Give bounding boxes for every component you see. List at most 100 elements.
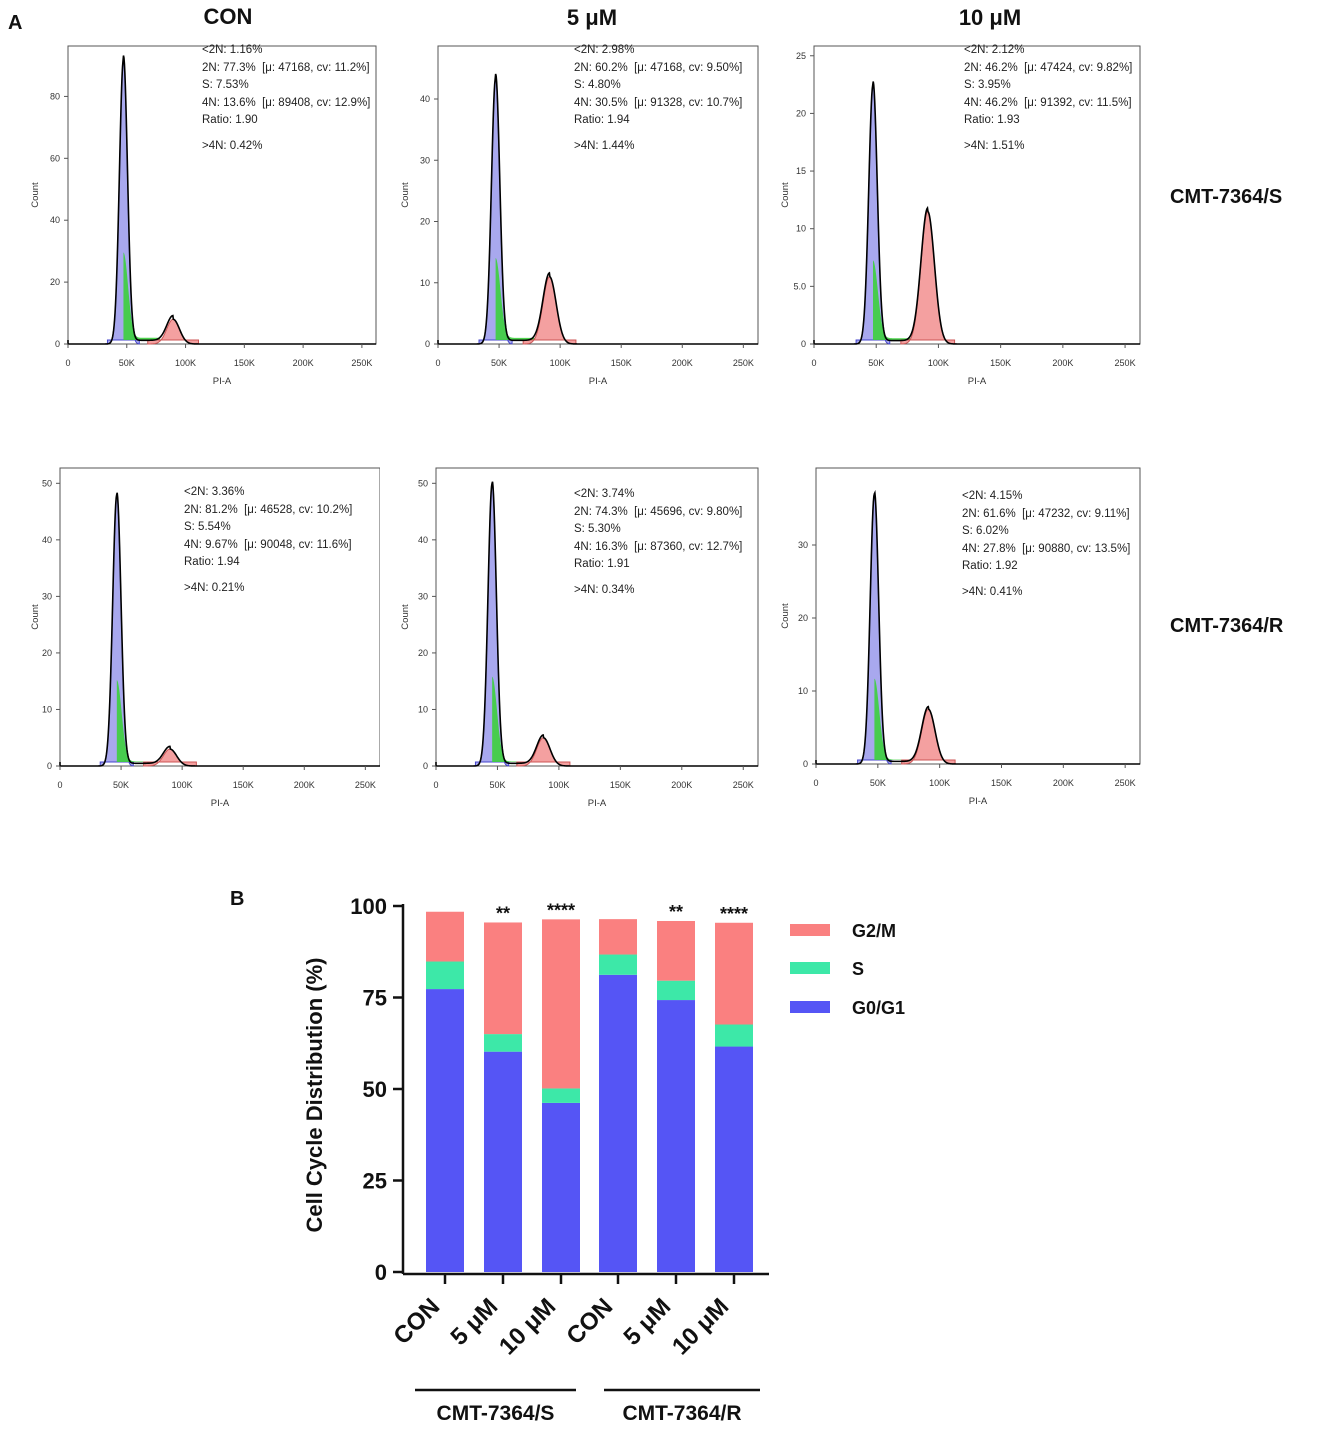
category-label: 10 μM bbox=[667, 1293, 734, 1360]
fit-parameters: [μ: 47232, cv: 9.11%] bbox=[1015, 507, 1130, 520]
statistic-line: <2N: 2.98% bbox=[574, 42, 742, 60]
statistic-value: Ratio: 1.93 bbox=[964, 114, 1020, 126]
y-tick-label: 0 bbox=[803, 759, 808, 769]
y-tick-label: 15 bbox=[796, 166, 806, 176]
gate-statistics: <2N: 1.16% 2N: 77.3% [μ: 47168, cv: 11.2%… bbox=[202, 42, 370, 155]
bar-g0g1-segment bbox=[542, 1102, 580, 1272]
y-tick-label: 40 bbox=[42, 535, 52, 545]
legend-swatch bbox=[790, 962, 830, 974]
statistic-value: Ratio: 1.94 bbox=[574, 114, 630, 126]
x-tick-label: 250K bbox=[1115, 778, 1136, 788]
statistic-line: 4N: 16.3% [μ: 87360, cv: 12.7%] bbox=[574, 539, 742, 557]
bar-g2m-segment bbox=[599, 919, 637, 955]
y-tick-label: 30 bbox=[798, 540, 808, 550]
y-tick-label: 30 bbox=[420, 155, 430, 165]
y-tick-label: 40 bbox=[420, 94, 430, 104]
group-label: CMT-7364/R bbox=[622, 1402, 741, 1425]
x-tick-label: 200K bbox=[672, 358, 693, 368]
histogram-resistant-con: 0 50K 100K 150K 200K 250K 0 10 20 30 40 50 PI-A Count… bbox=[20, 460, 381, 820]
y-axis-label: Count bbox=[30, 182, 41, 208]
statistic-value: 4N: 30.5% bbox=[574, 96, 628, 109]
bar-s-segment bbox=[657, 980, 695, 1001]
x-axis-label: PI-A bbox=[211, 798, 230, 809]
statistic-value: <2N: 3.74% bbox=[574, 488, 635, 500]
statistic-value: <2N: 2.98% bbox=[574, 44, 635, 56]
statistic-value: >4N: 0.42% bbox=[202, 139, 263, 152]
statistic-line: Ratio: 1.94 bbox=[184, 554, 352, 572]
x-tick-label: 200K bbox=[671, 780, 692, 790]
x-axis-label: PI-A bbox=[968, 376, 987, 387]
y-tick-label: 40 bbox=[418, 535, 428, 545]
x-tick-label: 200K bbox=[1053, 778, 1074, 788]
statistic-value: Ratio: 1.94 bbox=[184, 556, 240, 568]
g2-peak-fill bbox=[900, 210, 956, 345]
statistic-value: S: 6.02% bbox=[962, 525, 1009, 537]
y-tick-label: 100 bbox=[350, 894, 387, 919]
x-axis-label: PI-A bbox=[969, 796, 988, 807]
y-tick-label: 10 bbox=[42, 704, 52, 714]
x-tick-label: 100K bbox=[929, 778, 950, 788]
y-tick-label: 0 bbox=[47, 761, 52, 771]
x-tick-label: 150K bbox=[611, 358, 632, 368]
statistic-line bbox=[202, 130, 370, 138]
statistic-value: 4N: 9.67% bbox=[184, 538, 238, 551]
bar-g2m-segment bbox=[426, 911, 464, 962]
x-axis-label: PI-A bbox=[213, 376, 232, 387]
fit-parameters: [μ: 45696, cv: 9.80%] bbox=[627, 505, 743, 518]
bar-g2m-segment bbox=[484, 922, 522, 1035]
y-tick-label: 40 bbox=[50, 215, 60, 225]
fit-parameters: [μ: 91328, cv: 10.7%] bbox=[627, 96, 743, 109]
bar-s-segment bbox=[599, 954, 637, 975]
y-tick-label: 5.0 bbox=[793, 281, 806, 291]
statistic-line: <2N: 3.74% bbox=[574, 486, 742, 504]
significance-marker: **** bbox=[720, 904, 748, 924]
g1-peak-fill bbox=[855, 83, 891, 345]
fit-parameters: [μ: 47424, cv: 9.82%] bbox=[1017, 61, 1133, 74]
histogram-plot: 0 50K 100K 150K 200K 250K 0 10 20 30 PI-A Count bbox=[780, 467, 1141, 807]
statistic-line: 2N: 74.3% [μ: 45696, cv: 9.80%] bbox=[574, 504, 742, 522]
statistic-value: S: 3.95% bbox=[964, 79, 1011, 91]
histogram-plot: 0 50K 100K 150K 200K 250K 0 10 20 30 40 PI-A Count bbox=[400, 45, 759, 387]
column-title-10um: 10 μM bbox=[958, 5, 1022, 30]
x-tick-label: 150K bbox=[233, 780, 254, 790]
gate-statistics: <2N: 3.36% 2N: 81.2% [μ: 46528, cv: 10.2%… bbox=[184, 484, 352, 597]
x-tick-label: 250K bbox=[733, 780, 754, 790]
histogram-plot: 0 50K 100K 150K 200K 250K 0 10 20 30 40 50 PI-A Count bbox=[400, 467, 759, 809]
statistic-value: <2N: 3.36% bbox=[184, 486, 245, 498]
statistic-line bbox=[964, 130, 1132, 138]
x-axis-label: PI-A bbox=[589, 376, 608, 387]
statistic-line: Ratio: 1.94 bbox=[574, 112, 742, 130]
bar-g0g1-segment bbox=[484, 1051, 522, 1272]
s-phase-fill bbox=[495, 257, 537, 340]
fit-parameters: [μ: 46528, cv: 10.2%] bbox=[237, 503, 353, 516]
significance-marker: ** bbox=[496, 903, 510, 923]
statistic-value: >4N: 0.41% bbox=[962, 585, 1023, 598]
statistic-line: <2N: 4.15% bbox=[962, 488, 1130, 506]
statistic-line: Ratio: 1.93 bbox=[964, 112, 1132, 130]
row-label-sensitive: CMT-7364/S bbox=[1170, 186, 1283, 208]
legend-swatch bbox=[790, 924, 830, 936]
statistic-line: >4N: 0.41% bbox=[962, 584, 1130, 602]
x-tick-label: 100K bbox=[175, 358, 196, 368]
stacked-bar-chart: CON**5 μM****10 μM CON**5 μM****10 μM0255… bbox=[302, 894, 905, 1425]
column-title-con: CON bbox=[203, 4, 253, 29]
y-tick-label: 30 bbox=[42, 591, 52, 601]
statistic-line: 2N: 46.2% [μ: 47424, cv: 9.82%] bbox=[964, 60, 1132, 78]
x-tick-label: 0 bbox=[65, 358, 70, 368]
statistic-line: >4N: 1.51% bbox=[964, 138, 1132, 156]
statistic-line: >4N: 0.34% bbox=[574, 582, 742, 600]
bar-s-segment bbox=[426, 961, 464, 990]
statistic-value: 4N: 46.2% bbox=[964, 96, 1018, 109]
statistic-line: >4N: 1.44% bbox=[574, 138, 742, 156]
y-tick-label: 60 bbox=[50, 153, 60, 163]
x-tick-label: 50K bbox=[868, 358, 884, 368]
statistic-value: >4N: 0.34% bbox=[574, 583, 635, 596]
statistic-line: 4N: 30.5% [μ: 91328, cv: 10.7%] bbox=[574, 95, 742, 113]
bar-s-segment bbox=[484, 1034, 522, 1052]
statistic-line: >4N: 0.42% bbox=[202, 138, 370, 156]
y-tick-label: 0 bbox=[801, 339, 806, 349]
bar-s-segment bbox=[715, 1024, 753, 1047]
histogram-outline bbox=[435, 481, 758, 767]
bar-g0g1-segment bbox=[426, 989, 464, 1272]
histogram-sensitive-5um: 0 50K 100K 150K 200K 250K 0 10 20 30 40 PI-A Count <2… bbox=[390, 38, 770, 398]
